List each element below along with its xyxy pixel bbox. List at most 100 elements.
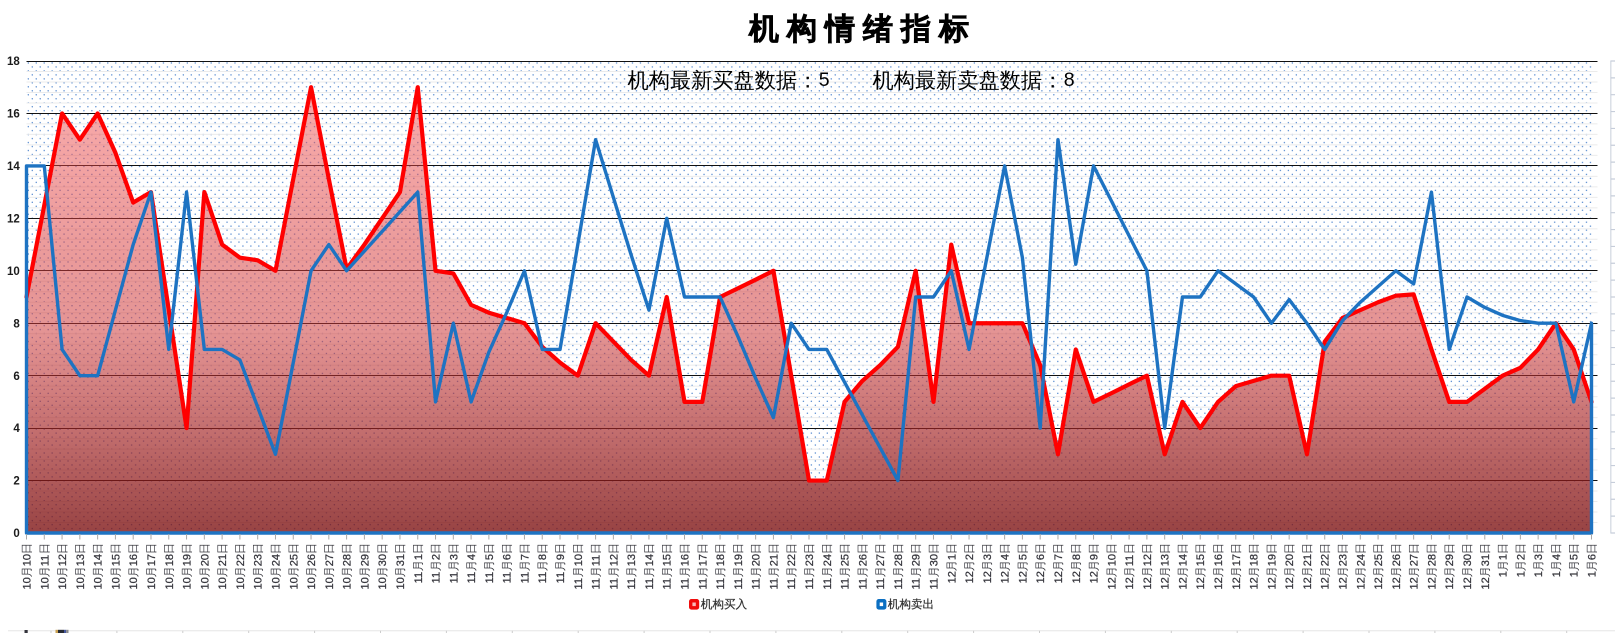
svg-text:16: 16 xyxy=(128,554,140,566)
svg-text:12: 12 xyxy=(1053,571,1065,583)
svg-text:22: 22 xyxy=(786,554,798,566)
svg-text:29: 29 xyxy=(911,554,923,566)
svg-text:12: 12 xyxy=(1249,577,1261,589)
svg-text:12: 12 xyxy=(982,571,994,583)
svg-text:19: 19 xyxy=(182,554,194,566)
svg-text:23: 23 xyxy=(804,554,816,566)
svg-text:30: 30 xyxy=(928,554,940,566)
svg-text:5: 5 xyxy=(1017,554,1029,560)
svg-text:11: 11 xyxy=(431,572,443,583)
svg-text:11: 11 xyxy=(1124,555,1136,566)
svg-text:12: 12 xyxy=(1106,577,1118,589)
svg-text:1: 1 xyxy=(946,554,958,560)
svg-text:27: 27 xyxy=(324,554,336,566)
svg-text:28: 28 xyxy=(342,554,354,566)
svg-text:20: 20 xyxy=(751,554,763,566)
svg-text:25: 25 xyxy=(1373,554,1385,566)
svg-text:10: 10 xyxy=(199,577,211,589)
svg-text:11: 11 xyxy=(555,572,567,583)
svg-text:1: 1 xyxy=(1586,571,1598,577)
svg-text:12: 12 xyxy=(1302,577,1314,589)
svg-text:11: 11 xyxy=(840,578,852,589)
svg-text:11: 11 xyxy=(893,578,905,589)
svg-text:23: 23 xyxy=(253,554,265,566)
svg-text:10: 10 xyxy=(359,577,371,589)
svg-text:11: 11 xyxy=(519,572,531,583)
svg-text:8: 8 xyxy=(537,554,549,560)
svg-text:12: 12 xyxy=(1284,577,1296,589)
svg-text:12: 12 xyxy=(1142,554,1154,566)
svg-text:11: 11 xyxy=(573,578,585,589)
svg-text:18: 18 xyxy=(7,56,20,68)
svg-text:12: 12 xyxy=(1000,571,1012,583)
svg-text:11: 11 xyxy=(502,572,514,583)
svg-text:12: 12 xyxy=(1355,577,1367,589)
svg-text:2: 2 xyxy=(13,476,19,488)
svg-text:10: 10 xyxy=(573,554,585,566)
svg-text:22: 22 xyxy=(1320,554,1332,566)
svg-text:11: 11 xyxy=(484,572,496,583)
svg-text:9: 9 xyxy=(1089,554,1101,560)
svg-text:10: 10 xyxy=(395,577,407,589)
svg-text:12: 12 xyxy=(1231,577,1243,589)
svg-text:24: 24 xyxy=(270,554,282,566)
svg-text:12: 12 xyxy=(946,571,958,583)
svg-text:10: 10 xyxy=(306,577,318,589)
svg-text:12: 12 xyxy=(1195,577,1207,589)
svg-text:6: 6 xyxy=(502,554,514,560)
svg-text:10: 10 xyxy=(75,577,87,589)
svg-text:28: 28 xyxy=(893,554,905,566)
svg-text:11: 11 xyxy=(644,578,656,589)
svg-text:11: 11 xyxy=(448,572,460,583)
svg-text:1: 1 xyxy=(1551,571,1563,577)
svg-text:11: 11 xyxy=(804,578,816,589)
svg-text:11: 11 xyxy=(626,578,638,589)
svg-text:12: 12 xyxy=(7,213,20,225)
svg-text:10: 10 xyxy=(1106,554,1118,566)
svg-text:2: 2 xyxy=(1515,554,1527,560)
svg-text:10: 10 xyxy=(342,577,354,589)
svg-text:13: 13 xyxy=(1160,554,1172,566)
svg-text:7: 7 xyxy=(1053,554,1065,560)
svg-text:8: 8 xyxy=(1071,554,1083,560)
svg-text:27: 27 xyxy=(1409,554,1421,566)
svg-text:10: 10 xyxy=(324,577,336,589)
svg-text:11: 11 xyxy=(911,578,923,589)
svg-text:0: 0 xyxy=(13,528,19,540)
svg-text:22: 22 xyxy=(235,554,247,566)
svg-text:10: 10 xyxy=(235,577,247,589)
svg-text:11: 11 xyxy=(875,578,887,589)
svg-text:13: 13 xyxy=(75,554,87,566)
svg-text:5: 5 xyxy=(819,69,830,91)
svg-text:14: 14 xyxy=(93,554,105,566)
svg-text:12: 12 xyxy=(1426,577,1438,589)
svg-text:4: 4 xyxy=(1551,554,1563,560)
svg-text:11: 11 xyxy=(822,578,834,589)
svg-text:10: 10 xyxy=(377,577,389,589)
svg-text:10: 10 xyxy=(7,266,20,278)
svg-text:31: 31 xyxy=(395,554,407,566)
svg-text:16: 16 xyxy=(7,109,20,121)
svg-text:24: 24 xyxy=(822,554,834,566)
svg-text:1: 1 xyxy=(1569,571,1581,577)
svg-text:16: 16 xyxy=(680,554,692,566)
svg-text:18: 18 xyxy=(1249,554,1261,566)
svg-text:28: 28 xyxy=(1426,554,1438,566)
svg-text:1: 1 xyxy=(1498,571,1510,577)
svg-text:11: 11 xyxy=(39,555,51,566)
svg-text:17: 17 xyxy=(146,554,158,566)
svg-text:13: 13 xyxy=(626,554,638,566)
svg-text:1: 1 xyxy=(413,554,425,560)
svg-text:14: 14 xyxy=(1177,554,1189,566)
svg-text:27: 27 xyxy=(875,554,887,566)
svg-text:10: 10 xyxy=(57,577,69,589)
svg-text:10: 10 xyxy=(146,577,158,589)
svg-text:17: 17 xyxy=(697,554,709,566)
svg-text:9: 9 xyxy=(555,554,567,560)
svg-text:12: 12 xyxy=(1462,577,1474,589)
svg-text:6: 6 xyxy=(1586,554,1598,560)
svg-text:11: 11 xyxy=(662,578,674,589)
svg-text:26: 26 xyxy=(857,554,869,566)
svg-text:12: 12 xyxy=(1035,571,1047,583)
svg-text:10: 10 xyxy=(128,577,140,589)
